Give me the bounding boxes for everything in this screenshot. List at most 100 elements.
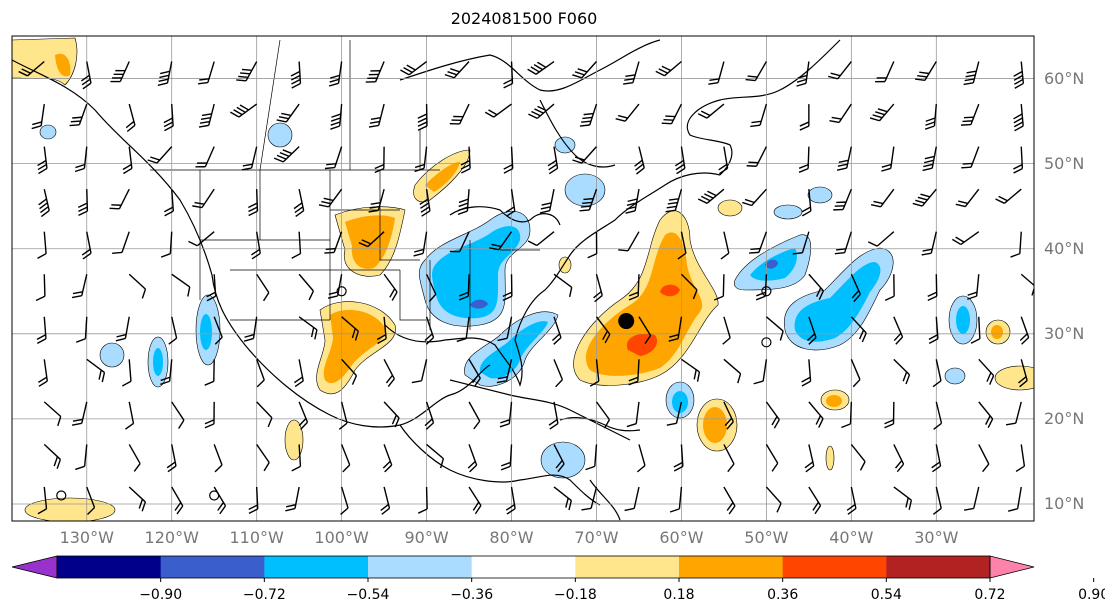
wind-barb: [248, 189, 259, 217]
wind-barb: [881, 146, 895, 172]
colorbar-tick-label: −0.54: [346, 587, 390, 603]
wind-barb: [955, 188, 980, 208]
wind-barb: [841, 401, 853, 429]
wind-barb: [109, 188, 130, 210]
wind-barb: [467, 444, 478, 473]
wind-barb: [893, 316, 904, 345]
wind-barb: [681, 358, 701, 382]
map-frame: [11, 35, 1035, 522]
wind-barb: [368, 103, 385, 128]
wind-barb: [912, 188, 937, 207]
wind-barb: [195, 146, 215, 168]
wind-barb: [413, 231, 428, 257]
colorbar-tick-label: −0.36: [450, 587, 494, 603]
blob-6-core: [956, 306, 970, 334]
cuba: [559, 416, 641, 432]
blob-7: [564, 173, 606, 207]
wind-barb: [801, 189, 812, 217]
wind-barb: [298, 316, 318, 340]
wind-barb: [457, 189, 470, 216]
wind-barb: [86, 486, 96, 515]
wind-barb: [324, 231, 343, 254]
colorbar-segment: [575, 556, 680, 578]
wind-barb: [628, 274, 640, 301]
wind-barb: [915, 61, 937, 82]
wind-barb: [828, 61, 852, 80]
wind-barb: [924, 104, 938, 130]
wind-barb: [884, 274, 895, 302]
wind-barb: [489, 231, 513, 251]
wind-barb: [256, 273, 270, 302]
wind-barb: [76, 316, 88, 343]
wind-barb: [765, 486, 782, 513]
wind-barb: [318, 188, 343, 208]
anomaly-red-core: [626, 333, 658, 356]
wind-barb: [160, 231, 173, 258]
wind-barb: [628, 359, 640, 386]
wind-barb: [796, 61, 810, 87]
blob-o4: [284, 419, 304, 461]
wind-barb: [666, 401, 683, 426]
wind-barb: [484, 103, 512, 118]
wind-barb: [414, 146, 428, 173]
wind-barb: [74, 146, 88, 173]
wind-barb: [750, 103, 768, 128]
wind-barb: [1013, 61, 1025, 89]
wind-barb: [723, 486, 736, 515]
wind-barb: [75, 444, 88, 471]
wind-barb: [248, 486, 259, 515]
wind-barb: [37, 146, 48, 175]
wind-barb: [932, 359, 942, 388]
latitude-label: 20°N: [1044, 408, 1085, 428]
wind-barb: [368, 188, 385, 213]
wind-barb: [147, 146, 173, 164]
wind-barb: [213, 486, 227, 515]
wind-barb: [417, 486, 428, 514]
wind-barb: [753, 359, 768, 385]
longitude-label: 40°W: [829, 528, 874, 547]
wind-barb: [850, 273, 861, 303]
wind-barb: [256, 444, 270, 472]
wind-barb: [585, 444, 598, 471]
blob-3-core: [200, 314, 212, 350]
wind-barb: [833, 188, 852, 211]
blob-8: [267, 122, 293, 148]
wind-barb: [204, 401, 215, 429]
wind-barb: [829, 103, 852, 124]
wind-barb: [449, 231, 470, 253]
wind-barb: [539, 189, 555, 214]
anomaly-red-core-2: [660, 284, 680, 297]
longitude-label: 130°W: [59, 528, 114, 547]
great-lakes: [449, 206, 561, 226]
wind-barb: [553, 359, 564, 388]
wind-barb: [192, 188, 215, 209]
wind-barb: [551, 316, 562, 345]
wind-barb: [1013, 146, 1024, 174]
wind-barb: [38, 189, 50, 218]
wind-barb: [444, 61, 470, 79]
wind-barb: [499, 401, 513, 428]
wind-barb: [615, 103, 640, 122]
wind-barb: [722, 316, 731, 345]
colorbar-segment: [160, 556, 265, 578]
wind-barb: [553, 444, 565, 473]
wind-barb: [718, 146, 729, 175]
wind-barb: [798, 146, 810, 173]
open-circle-marker: [56, 490, 67, 501]
wind-barb: [383, 273, 398, 301]
wind-barb: [168, 316, 178, 345]
wind-barb: [587, 231, 598, 259]
wind-barb: [850, 443, 866, 471]
wind-barb: [625, 189, 640, 214]
wind-barb: [749, 231, 768, 254]
colorbar-tick-label: −0.18: [553, 587, 597, 603]
wind-barb: [808, 486, 822, 515]
wind-barb: [256, 401, 273, 428]
colorbar-segment: [57, 556, 162, 578]
wind-barb: [626, 401, 640, 428]
wind-barb: [548, 401, 559, 430]
wind-barb: [765, 444, 779, 472]
wind-barb: [330, 104, 343, 130]
colorbar-tick-label: 0.54: [870, 587, 902, 603]
